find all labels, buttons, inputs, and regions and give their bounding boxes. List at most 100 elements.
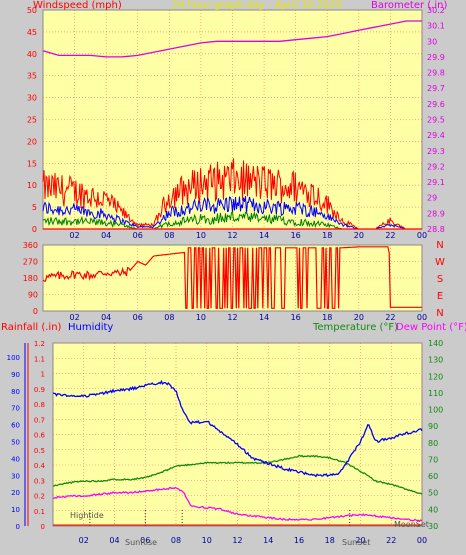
- x-tick-label: 14: [263, 536, 273, 545]
- temperature-series: [52, 379, 423, 526]
- x-tick-label: 06: [133, 231, 143, 240]
- temperature-humidity-panel: 0 0.1 0.2 0.3 0.4 0.5 0.6 0.7 0.8 0.9 1 1.1 1.2 0 10 20…: [1, 322, 466, 547]
- barometer-series: [42, 20, 422, 58]
- temperature-tick-label: 100: [428, 406, 443, 415]
- direction-tick-label: 90: [28, 291, 38, 300]
- wind-direction-series: [42, 246, 422, 309]
- humidity-tick-label: 30: [11, 472, 20, 480]
- barometer-tick-label: 30.2: [427, 6, 445, 15]
- x-tick-label: 10: [196, 231, 206, 240]
- barometer-tick-label: 30: [427, 37, 437, 46]
- direction-tick-label: 270: [23, 258, 38, 267]
- temperature-tick-label: 80: [428, 439, 438, 448]
- barometer-tick-label: 29.6: [427, 100, 445, 109]
- x-tick-label: 22: [385, 231, 395, 240]
- windspeed-tick-label: 40: [27, 50, 37, 59]
- temperature-axis-ticks: 0 0.1 0.2 0.3 0.4 0.5 0.6 0.7 0.8 0.9 1 1.1 1.2 0 10 20…: [7, 339, 444, 545]
- temperature-tick-label: 60: [428, 472, 438, 481]
- temperature-tick-label: 120: [428, 372, 443, 381]
- humidity-tick-label: 10: [11, 506, 20, 514]
- x-tick-label: 06: [133, 313, 143, 322]
- hightide-marker-label: Hightide: [70, 511, 104, 520]
- x-tick-label: 02: [69, 231, 79, 240]
- x-tick-label: 18: [322, 313, 332, 322]
- x-tick-label: 12: [227, 313, 237, 322]
- x-tick-label: 00: [417, 231, 427, 240]
- x-tick-label: 14: [259, 313, 269, 322]
- x-tick-label: 00: [417, 536, 427, 545]
- direction-tick-label: 360: [23, 241, 38, 250]
- x-tick-label: 18: [322, 231, 332, 240]
- rainfall-tick-label: 1.2: [34, 340, 45, 348]
- x-tick-label: 08: [164, 313, 174, 322]
- direction-tick-label: 180: [23, 274, 38, 283]
- compass-label: W: [435, 257, 445, 268]
- rainfall-tick-label: 0.1: [34, 508, 45, 516]
- wind-direction-series: [42, 246, 422, 309]
- compass-label: N: [436, 240, 443, 251]
- x-tick-label: 02: [69, 313, 79, 322]
- temperature-tick-label: 130: [428, 356, 443, 365]
- humidity-series: [52, 379, 423, 478]
- barometer-tick-label: 29: [427, 194, 437, 203]
- windspeed-axis-label: Windspeed (mph): [33, 0, 122, 11]
- humidity-tick-label: 70: [11, 405, 20, 413]
- temperature-grid: [24, 342, 423, 526]
- temperature-tick-label: 40: [428, 505, 438, 514]
- compass-label: E: [437, 291, 443, 302]
- temperature-tick-label: 50: [428, 489, 438, 498]
- rainfall-tick-label: 0: [41, 523, 45, 531]
- humidity-tick-label: 20: [11, 489, 20, 497]
- windspeed-tick-label: 30: [27, 94, 37, 103]
- compass-label: S: [437, 274, 443, 285]
- x-tick-label: 16: [291, 313, 301, 322]
- rainfall-tick-label: 0.6: [34, 432, 46, 440]
- x-tick-label: 16: [291, 231, 301, 240]
- rainfall-tick-label: 0.5: [34, 447, 45, 455]
- x-tick-label: 20: [354, 231, 364, 240]
- windspeed-tick-label: 50: [27, 6, 37, 15]
- windspeed-tick-label: 15: [27, 159, 37, 168]
- x-tick-label: 10: [196, 313, 206, 322]
- x-tick-label: 04: [101, 313, 111, 322]
- x-tick-label: 08: [164, 231, 174, 240]
- x-tick-label: 18: [325, 536, 335, 545]
- barometer-axis-label: Barometer (.in): [371, 0, 447, 11]
- humidity-axis-label: Humidity: [68, 322, 113, 333]
- dew-point-axis-label: Dew Point (°F): [396, 322, 466, 333]
- windspeed-tick-label: 25: [27, 116, 37, 125]
- x-tick-label: 16: [294, 536, 304, 545]
- barometer-tick-label: 29.9: [427, 53, 445, 62]
- x-tick-label: 04: [109, 536, 119, 545]
- rainfall-tick-label: 1: [41, 371, 45, 379]
- windspeed-tick-label: 5: [32, 203, 37, 212]
- barometer-tick-label: 29.1: [427, 178, 445, 187]
- windspeed-tick-label: 10: [27, 181, 37, 190]
- windspeed-tick-label: 0: [32, 225, 37, 234]
- x-tick-label: 20: [354, 313, 364, 322]
- windspeed-grid: [43, 10, 423, 229]
- x-tick-label: 12: [227, 231, 237, 240]
- humidity-tick-label: 40: [11, 455, 20, 463]
- x-tick-label: 06: [140, 536, 150, 545]
- windspeed-series: [42, 20, 422, 230]
- temperature-tick-label: 70: [428, 455, 438, 464]
- x-tick-label: 14: [259, 231, 269, 240]
- rainfall-tick-label: 0.8: [34, 401, 45, 409]
- humidity-tick-label: 60: [11, 422, 20, 430]
- temperature-axis-label: Temperature (°F): [312, 322, 398, 333]
- x-tick-label: 08: [171, 536, 181, 545]
- humidity-tick-label: 100: [7, 354, 20, 362]
- windspeed-tick-label: 35: [27, 72, 37, 81]
- barometer-tick-label: 29.5: [427, 116, 445, 125]
- x-tick-label: 00: [417, 313, 427, 322]
- direction-tick-label: 0: [33, 307, 38, 316]
- barometer-tick-label: 28.8: [427, 225, 445, 234]
- x-tick-label: 02: [79, 536, 89, 545]
- x-tick-label: 20: [355, 536, 365, 545]
- x-tick-label: 22: [386, 536, 396, 545]
- dew-point-series: [52, 486, 423, 522]
- rainfall-tick-label: 0.7: [34, 416, 45, 424]
